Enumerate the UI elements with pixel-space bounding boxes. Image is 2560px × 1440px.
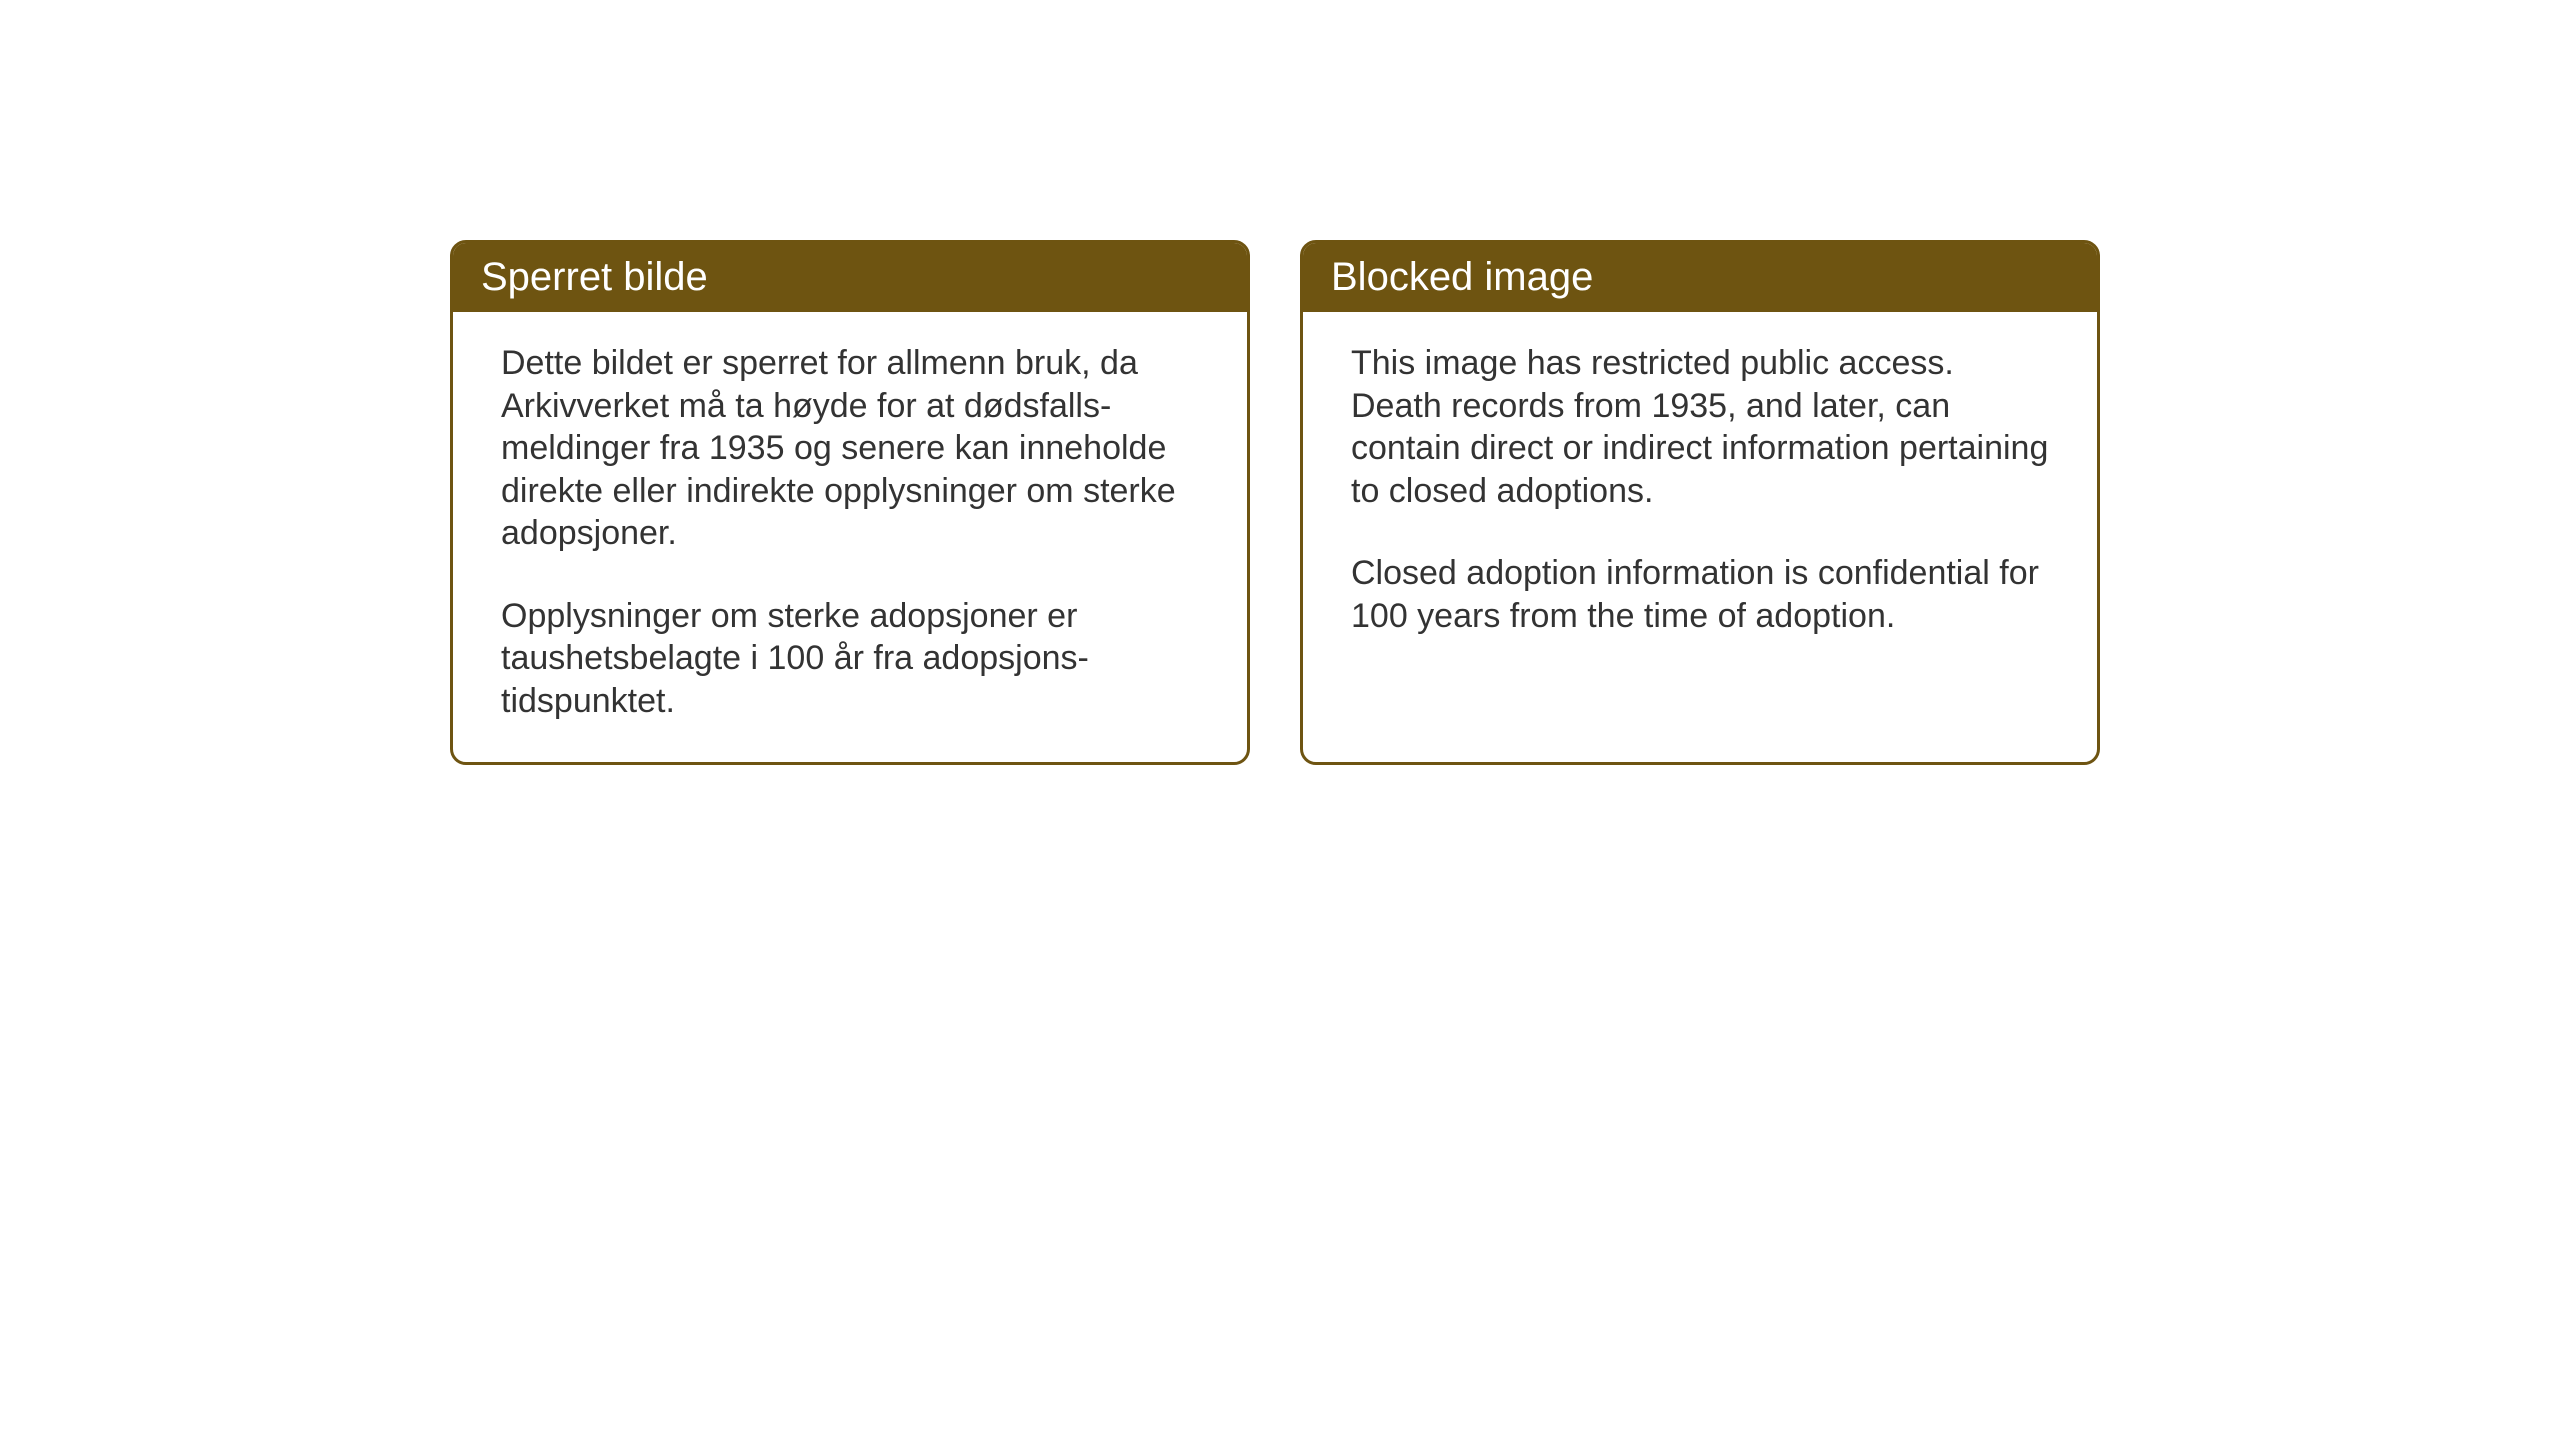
- english-card-body: This image has restricted public access.…: [1303, 312, 2097, 717]
- notice-container: Sperret bilde Dette bildet er sperret fo…: [450, 240, 2100, 765]
- norwegian-card-body: Dette bildet er sperret for allmenn bruk…: [453, 312, 1247, 762]
- english-paragraph-1: This image has restricted public access.…: [1351, 342, 2049, 512]
- english-card-title: Blocked image: [1303, 243, 2097, 312]
- norwegian-paragraph-2: Opplysninger om sterke adopsjoner er tau…: [501, 595, 1199, 723]
- english-notice-card: Blocked image This image has restricted …: [1300, 240, 2100, 765]
- norwegian-paragraph-1: Dette bildet er sperret for allmenn bruk…: [501, 342, 1199, 555]
- english-paragraph-2: Closed adoption information is confident…: [1351, 552, 2049, 637]
- norwegian-card-title: Sperret bilde: [453, 243, 1247, 312]
- norwegian-notice-card: Sperret bilde Dette bildet er sperret fo…: [450, 240, 1250, 765]
